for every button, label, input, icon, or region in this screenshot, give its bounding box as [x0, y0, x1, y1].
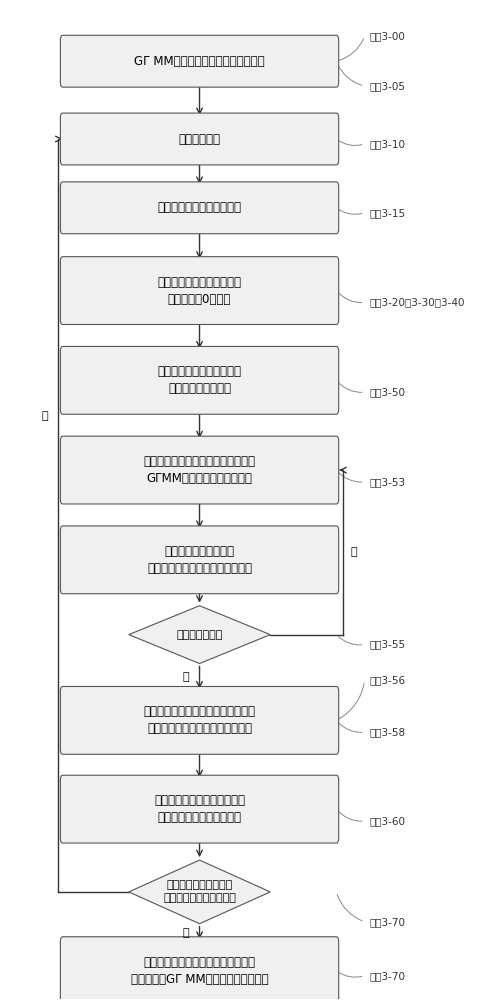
- Text: 对参数集合的估计变量
计算不完全数据惩罚对数似然函数: 对参数集合的估计变量 计算不完全数据惩罚对数似然函数: [147, 545, 252, 575]
- Text: 满足收敛条件？: 满足收敛条件？: [176, 630, 223, 640]
- Text: 更新迭代次数，记录本次迭代得到的
GΓMM的参数集合的估计变量: 更新迭代次数，记录本次迭代得到的 GΓMM的参数集合的估计变量: [144, 455, 256, 485]
- FancyBboxPatch shape: [60, 686, 338, 754]
- Text: GΓ MM的参数集合的估计变量初始化: GΓ MM的参数集合的估计变量初始化: [134, 55, 265, 68]
- Text: 否: 否: [351, 547, 357, 557]
- FancyBboxPatch shape: [60, 113, 338, 165]
- Text: 步骤3-10: 步骤3-10: [369, 139, 405, 149]
- Text: 更新混合权重值的估计变量: 更新混合权重值的估计变量: [157, 201, 242, 214]
- Text: 步骤3-56: 步骤3-56: [369, 675, 406, 685]
- Text: 步骤3-58: 步骤3-58: [369, 727, 406, 737]
- Polygon shape: [129, 860, 270, 924]
- Text: 计算后验概率: 计算后验概率: [179, 133, 221, 146]
- Text: 分量的个数的估计变量
小于预定的最小分量数？: 分量的个数的估计变量 小于预定的最小分量数？: [163, 880, 236, 904]
- Text: 步骤3-70: 步骤3-70: [369, 971, 405, 981]
- FancyBboxPatch shape: [60, 257, 338, 324]
- FancyBboxPatch shape: [60, 35, 338, 87]
- Text: 步骤3-60: 步骤3-60: [369, 816, 405, 826]
- Text: 步骤3-05: 步骤3-05: [369, 81, 405, 91]
- FancyBboxPatch shape: [60, 937, 338, 1000]
- Text: 是: 是: [182, 928, 188, 938]
- FancyBboxPatch shape: [60, 346, 338, 414]
- Text: 步骤3-50: 步骤3-50: [369, 387, 405, 397]
- FancyBboxPatch shape: [60, 775, 338, 843]
- Text: 步骤3-15: 步骤3-15: [369, 208, 406, 218]
- FancyBboxPatch shape: [60, 526, 338, 594]
- Text: 记录收敛当次迭代的不完全数据惩罚
对数似然函数为有效对数似然函数: 记录收敛当次迭代的不完全数据惩罚 对数似然函数为有效对数似然函数: [144, 705, 256, 735]
- Text: 更新幂参数、形状参数以及
尺度参数的估计变量: 更新幂参数、形状参数以及 尺度参数的估计变量: [157, 365, 242, 395]
- Text: 否: 否: [42, 411, 49, 421]
- FancyBboxPatch shape: [60, 436, 338, 504]
- Text: 步骤3-20、3-30、3-40: 步骤3-20、3-30、3-40: [369, 298, 465, 308]
- Text: 步骤3-70: 步骤3-70: [369, 917, 405, 927]
- Text: 步骤3-53: 步骤3-53: [369, 477, 406, 487]
- Text: 删除混合权重值的估计变量在
所有分量中为最小值的分量: 删除混合权重值的估计变量在 所有分量中为最小值的分量: [154, 794, 245, 824]
- Text: 删除混合权重值的估计变量
小于或等于0的分量: 删除混合权重值的估计变量 小于或等于0的分量: [157, 276, 242, 306]
- Polygon shape: [129, 606, 270, 664]
- Text: 找出最大的有效对数似然函数对应的
参数集合为GΓ MM的参数集合的估计量: 找出最大的有效对数似然函数对应的 参数集合为GΓ MM的参数集合的估计量: [131, 956, 268, 986]
- FancyBboxPatch shape: [60, 182, 338, 234]
- Text: 步骤3-00: 步骤3-00: [369, 31, 405, 41]
- Text: 步骤3-55: 步骤3-55: [369, 640, 406, 650]
- Text: 是: 是: [182, 673, 188, 683]
